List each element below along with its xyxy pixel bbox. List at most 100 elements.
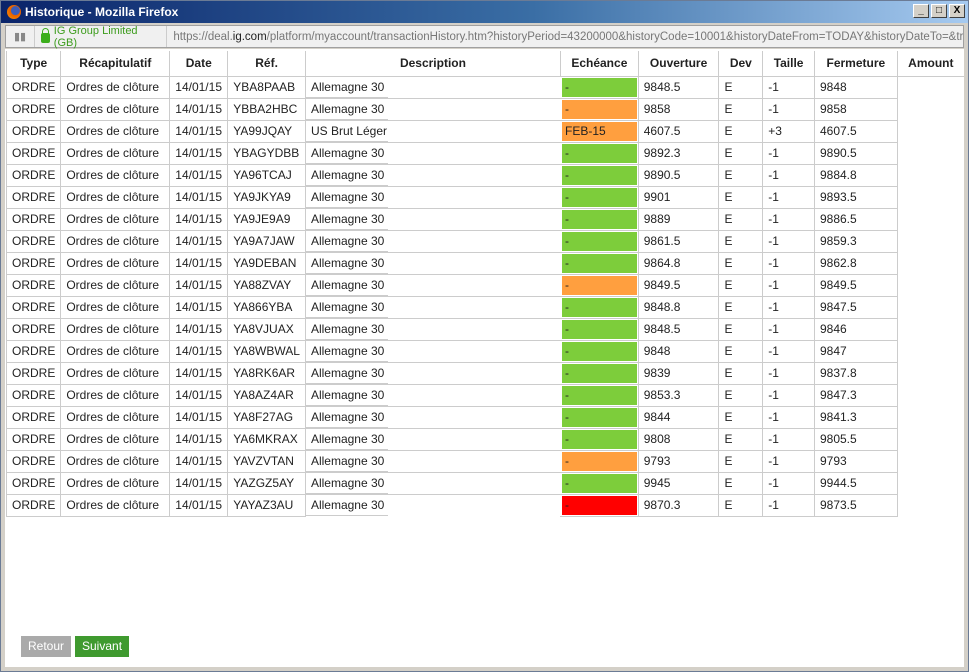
column-header[interactable]: Amount — [896, 51, 964, 77]
cell-rf: YA9A7JAW — [227, 229, 306, 253]
cell-rcapitulatif: Ordres de clôture — [60, 427, 171, 451]
cell-ouverture: 9901 — [637, 185, 720, 209]
minimize-button[interactable]: _ — [913, 4, 929, 18]
cell-dev: E — [718, 185, 764, 209]
page-content: Type Récapitulatif Date Réf. Description Eché… — [5, 49, 964, 667]
cell-description: Allemagne 30 — [304, 229, 561, 252]
cell-taille: -1 — [762, 141, 815, 165]
cell-type: ORDRE — [5, 317, 62, 341]
column-header[interactable]: Date — [169, 51, 229, 77]
cell-rcapitulatif: Ordres de clôture — [60, 317, 171, 341]
column-header[interactable]: Fermeture — [813, 51, 898, 77]
cell-date: 14/01/15 — [169, 493, 229, 517]
table-row: ORDRE Ordres de clôture 14/01/15 YAYAZ3AU Al… — [5, 493, 965, 517]
cell-fermeture: 9849.5 — [813, 273, 898, 297]
echeance-cell: - — [559, 163, 639, 187]
cell-type: ORDRE — [5, 383, 62, 407]
column-header[interactable]: Echéance — [559, 51, 639, 77]
table-row: ORDRE Ordres de clôture 14/01/15 YBAGYDBB Al… — [5, 141, 965, 165]
cell-rcapitulatif: Ordres de clôture — [60, 163, 171, 187]
cell-type: ORDRE — [5, 427, 62, 451]
cell-fermeture: 9846 — [813, 317, 898, 341]
cell-type: ORDRE — [5, 97, 62, 121]
cell-description: Allemagne 30 — [304, 405, 561, 428]
cell-description: Allemagne 30 — [304, 97, 561, 120]
echeance-cell: - — [559, 229, 639, 253]
cell-rcapitulatif: Ordres de clôture — [60, 75, 171, 99]
column-header[interactable]: Description — [304, 51, 561, 77]
cell-fermeture: 9862.8 — [813, 251, 898, 275]
cell-description: Allemagne 30 — [304, 361, 561, 384]
cell-ouverture: 9793 — [637, 449, 720, 473]
cell-dev: E — [718, 471, 764, 495]
table-row: ORDRE Ordres de clôture 14/01/15 YBBA2HBC Al… — [5, 97, 965, 121]
cell-rcapitulatif: Ordres de clôture — [60, 295, 171, 319]
cell-taille: -1 — [762, 339, 815, 363]
address-bar[interactable]: ▮▮ IG Group Limited (GB) https://deal.ig… — [5, 24, 964, 49]
cell-date: 14/01/15 — [169, 229, 229, 253]
retour-button[interactable]: Retour — [21, 636, 72, 657]
table-row: ORDRE Ordres de clôture 14/01/15 YA9JKYA9 Al… — [5, 185, 965, 209]
cell-rcapitulatif: Ordres de clôture — [60, 119, 171, 143]
maximize-button[interactable]: □ — [931, 4, 947, 18]
cell-rf: YA99JQAY — [227, 119, 306, 143]
cell-rcapitulatif: Ordres de clôture — [60, 273, 171, 297]
cell-fermeture: 9848 — [813, 75, 898, 99]
echeance-cell: - — [559, 141, 639, 165]
column-header[interactable]: Récapitulatif — [60, 51, 171, 77]
cell-rcapitulatif: Ordres de clôture — [60, 207, 171, 231]
cell-description: Allemagne 30 — [304, 185, 561, 208]
cell-dev: E — [718, 493, 764, 517]
cell-date: 14/01/15 — [169, 427, 229, 451]
echeance-cell: - — [559, 207, 639, 231]
cell-rf: YAVZVTAN — [227, 449, 306, 473]
cell-ouverture: 9849.5 — [637, 273, 720, 297]
cell-description: Allemagne 30 — [304, 273, 561, 296]
cell-dev: E — [718, 141, 764, 165]
cell-rcapitulatif: Ordres de clôture — [60, 339, 171, 363]
identity-label: IG Group Limited (GB) — [53, 24, 138, 49]
table-row: ORDRE Ordres de clôture 14/01/15 YAVZVTAN Al… — [5, 449, 965, 473]
cell-rf: YA8WBWAL — [227, 339, 306, 363]
cell-dev: E — [718, 339, 764, 363]
lock-icon — [41, 27, 50, 43]
column-header[interactable]: Taille — [762, 51, 815, 77]
url-text[interactable]: https://deal.ig.com/platform/myaccount/t… — [167, 31, 963, 43]
column-header[interactable]: Dev — [718, 51, 764, 77]
cell-taille: -1 — [762, 427, 815, 451]
echeance-cell: - — [559, 75, 639, 99]
site-identity[interactable]: IG Group Limited (GB) — [35, 24, 168, 49]
cell-dev: E — [718, 207, 764, 231]
cell-ouverture: 9848.5 — [637, 317, 720, 341]
echeance-cell: - — [559, 339, 639, 363]
close-button[interactable]: X — [949, 4, 965, 18]
cell-taille: -1 — [762, 295, 815, 319]
cell-fermeture: 9841.3 — [813, 405, 898, 429]
echeance-cell: - — [559, 317, 639, 341]
cell-type: ORDRE — [5, 471, 62, 495]
cell-dev: E — [718, 119, 764, 143]
cell-fermeture: 9805.5 — [813, 427, 898, 451]
cell-ouverture: 9864.8 — [637, 251, 720, 275]
echeance-cell: - — [559, 383, 639, 407]
cell-fermeture: 9884.8 — [813, 163, 898, 187]
column-header[interactable]: Type — [5, 51, 62, 77]
cell-rf: YA8VJUAX — [227, 317, 306, 341]
cell-ouverture: 9848.5 — [637, 75, 720, 99]
column-header[interactable]: Réf. — [227, 51, 306, 77]
cell-description: Allemagne 30 — [304, 141, 561, 164]
cell-ouverture: 9844 — [637, 405, 720, 429]
table-row: ORDRE Ordres de clôture 14/01/15 YA8AZ4AR Al… — [5, 383, 965, 407]
suivant-button[interactable]: Suivant — [75, 636, 130, 657]
cell-rcapitulatif: Ordres de clôture — [60, 251, 171, 275]
cell-type: ORDRE — [5, 141, 62, 165]
cell-rcapitulatif: Ordres de clôture — [60, 141, 171, 165]
cell-taille: -1 — [762, 97, 815, 121]
cell-type: ORDRE — [5, 493, 62, 517]
cell-taille: -1 — [762, 405, 815, 429]
cell-taille: -1 — [762, 361, 815, 385]
cell-date: 14/01/15 — [169, 207, 229, 231]
column-header[interactable]: Ouverture — [637, 51, 720, 77]
cell-taille: -1 — [762, 493, 815, 517]
cell-taille: -1 — [762, 229, 815, 253]
